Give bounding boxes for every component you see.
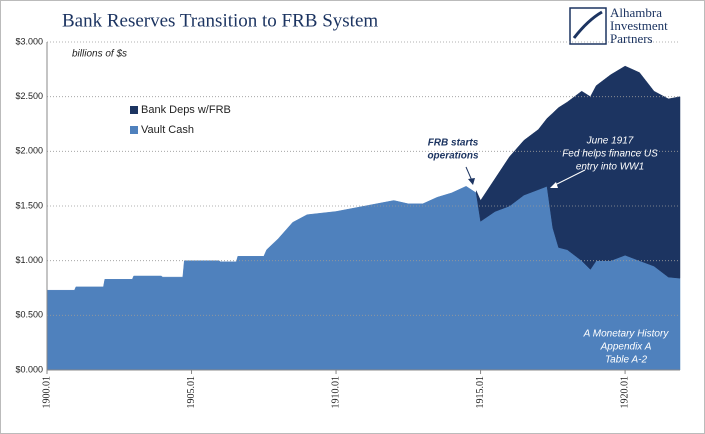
annotation-arrow [552,169,586,187]
x-tick-label: 1920.01 [619,376,630,409]
logo-text: Partners [610,31,653,46]
annotation: operations [427,151,479,162]
annotation: Table A-2 [605,355,648,366]
annotation: June 1917 [586,136,634,147]
arrow-head [550,182,558,188]
y-tick-label: $0.500 [15,310,43,320]
legend-swatch [130,126,138,134]
annotation: Fed helps finance US [562,149,658,160]
logo-box [569,7,607,45]
annotation: entry into WW1 [576,162,644,173]
y-axis-label: billions of $s [72,49,127,60]
legend-label: Bank Deps w/FRB [141,104,231,116]
chart-title: Bank Reserves Transition to FRB System [62,10,378,31]
x-tick-label: 1915.01 [475,376,486,409]
legend-swatch [130,106,138,114]
x-tick-label: 1910.01 [330,376,341,409]
annotation: A Monetary History [583,329,670,340]
legend-label: Vault Cash [141,124,194,136]
x-tick-label: 1900.01 [41,376,52,409]
y-tick-label: $2.500 [15,91,43,101]
annotation: Appendix A [600,342,652,353]
logo-text: Alhambra [610,5,662,20]
logo-text: Investment [610,18,668,33]
logo-swoosh [572,10,603,39]
arrow-head [468,178,475,185]
x-tick-label: 1905.01 [186,376,197,409]
y-tick-label: $3.000 [15,36,43,46]
annotation: FRB starts [428,138,479,149]
y-tick-label: $1.500 [15,200,43,210]
y-tick-label: $0.000 [15,364,43,374]
y-tick-label: $1.000 [15,255,43,265]
logo [569,7,607,45]
area [475,65,681,279]
y-tick-label: $2.000 [15,146,43,156]
